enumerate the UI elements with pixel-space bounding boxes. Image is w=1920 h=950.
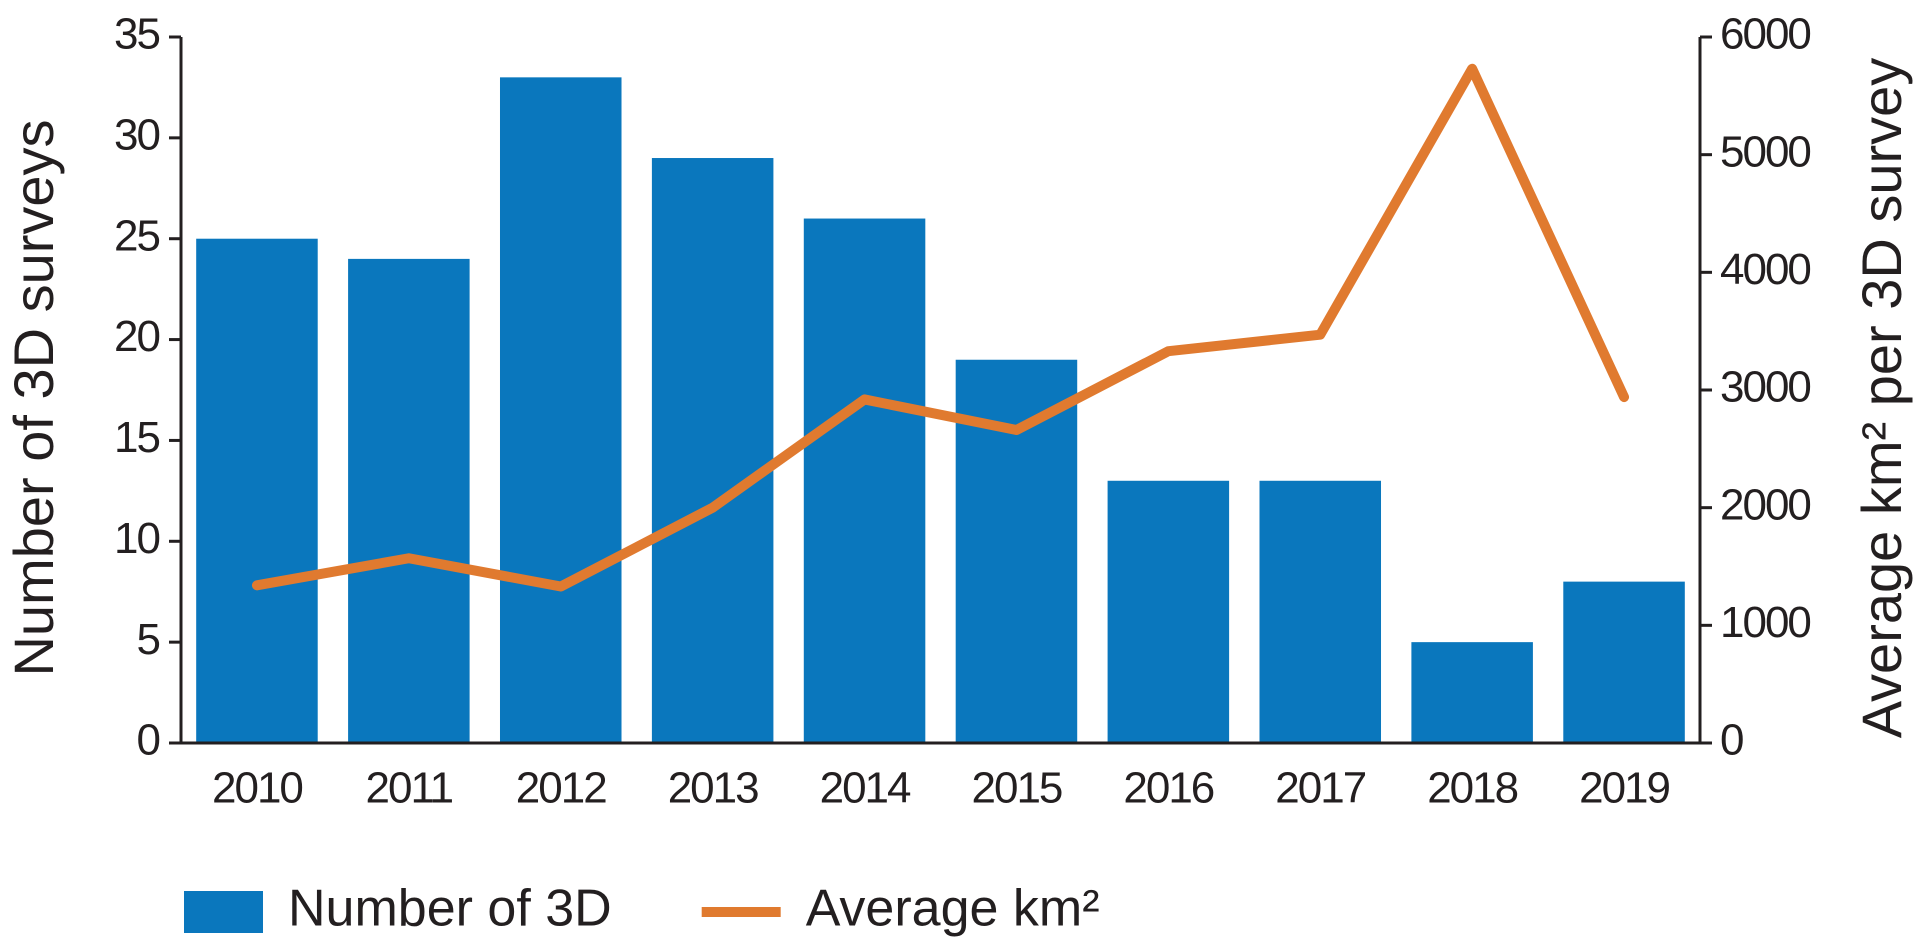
- x-tick-label: 2016: [1123, 764, 1213, 813]
- bar: [1411, 642, 1533, 743]
- y2-tick-label: 1000: [1720, 598, 1810, 647]
- bar: [348, 258, 470, 743]
- x-tick-label: 2017: [1275, 764, 1365, 813]
- legend-text: Average km²: [806, 880, 1100, 938]
- y-tick-label: 35: [114, 10, 159, 59]
- y2-tick-label: 5000: [1720, 127, 1810, 176]
- bar: [1107, 480, 1230, 743]
- legend-text: Number of 3D: [288, 880, 612, 938]
- legend-swatch: [184, 891, 263, 933]
- y-tick-label: 15: [114, 413, 159, 462]
- bar: [651, 158, 774, 743]
- y-tick-label: 0: [137, 716, 160, 765]
- y-tick-label: 30: [114, 110, 159, 159]
- y-tick-label: 5: [137, 615, 160, 664]
- bar: [499, 77, 622, 744]
- x-tick-label: 2019: [1579, 764, 1669, 813]
- line: [251, 63, 1630, 592]
- y2-tick-label: 2000: [1720, 480, 1810, 529]
- bar: [1259, 480, 1382, 743]
- y2-tick-label: 4000: [1720, 245, 1810, 294]
- x-tick-label: 2014: [820, 764, 911, 813]
- y-tick-label: 25: [114, 211, 159, 260]
- y2-tick-label: 0: [1720, 716, 1743, 765]
- y2-axis-label: Average km² per 3D survey: [1850, 58, 1913, 739]
- x-tick-label: 2015: [972, 764, 1062, 813]
- x-tick-label: 2018: [1427, 764, 1517, 813]
- y2-tick-label: 3000: [1720, 363, 1810, 412]
- y-axis-label: Number of 3D surveys: [2, 119, 65, 676]
- x-tick-label: 2010: [212, 764, 302, 813]
- y2-tick-label: 6000: [1720, 10, 1810, 59]
- x-tick-label: 2011: [366, 764, 453, 813]
- bar: [803, 218, 926, 744]
- x-tick-label: 2013: [668, 764, 758, 813]
- bar: [196, 238, 318, 743]
- y-tick-label: 10: [114, 514, 159, 563]
- x-tick-label: 2012: [516, 764, 606, 813]
- y-tick-label: 20: [114, 312, 159, 361]
- bar: [1563, 581, 1685, 743]
